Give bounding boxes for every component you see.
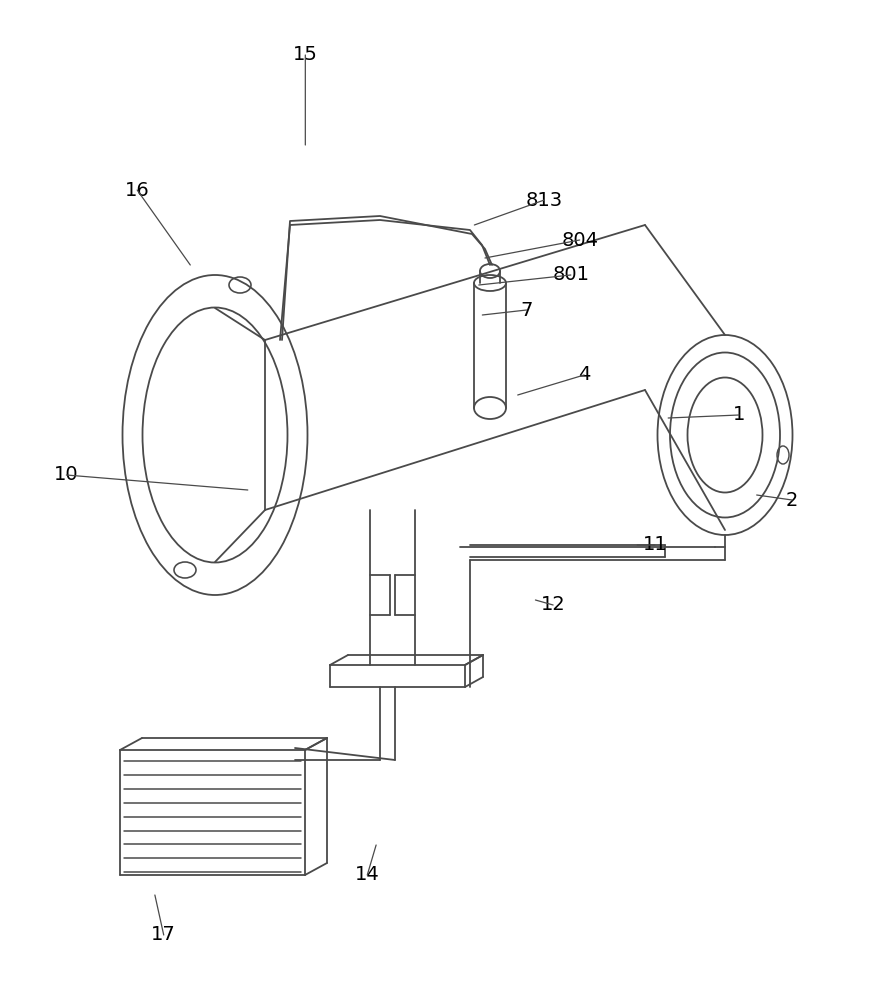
Text: 16: 16 [125, 180, 150, 200]
Text: 12: 12 [541, 595, 566, 614]
Text: 4: 4 [578, 365, 590, 384]
Text: 7: 7 [520, 300, 533, 320]
Text: 17: 17 [151, 926, 176, 944]
Text: 14: 14 [355, 865, 380, 884]
Text: 804: 804 [561, 231, 598, 249]
Text: 813: 813 [526, 190, 563, 210]
Text: 10: 10 [54, 466, 79, 485]
Text: 2: 2 [786, 490, 798, 510]
Text: 11: 11 [643, 536, 667, 554]
Text: 801: 801 [552, 265, 589, 284]
Text: 1: 1 [733, 406, 745, 424]
Text: 15: 15 [293, 45, 318, 64]
